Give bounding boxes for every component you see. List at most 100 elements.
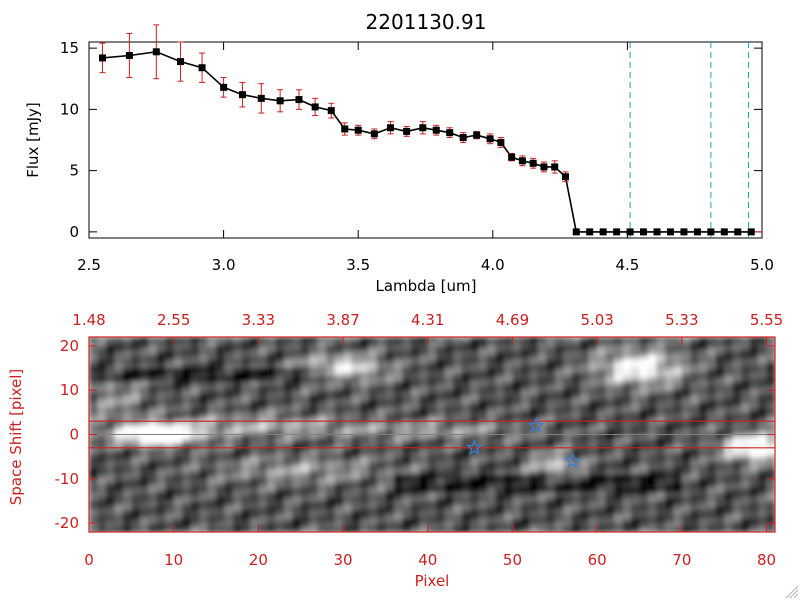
heatmap-cell — [216, 500, 226, 507]
heatmap-cell — [216, 527, 226, 532]
heatmap-cell — [715, 447, 725, 453]
spectrum-point — [693, 228, 701, 236]
heatmap-cell — [512, 363, 522, 369]
heatmap-cell — [139, 368, 149, 374]
heatmap-cell — [622, 434, 632, 440]
heatmap-cell — [681, 425, 691, 431]
heatmap-cell — [537, 461, 547, 467]
heatmap-cell — [216, 447, 226, 453]
heatmap-cell — [444, 496, 454, 502]
heatmap-cell — [707, 452, 717, 458]
heatmap-cell — [724, 337, 734, 343]
heatmap-cell — [300, 523, 310, 529]
heatmap-cell — [89, 518, 99, 524]
heatmap-cell — [190, 354, 200, 360]
heatmap-cell — [241, 447, 251, 453]
heatmap-cell — [427, 363, 437, 369]
heatmap-cell — [216, 465, 226, 471]
heatmap-cell — [673, 500, 683, 507]
heatmap-cell — [351, 478, 361, 484]
heatmap-cell — [283, 416, 293, 422]
heatmap-cell — [444, 412, 454, 418]
heatmap-cell — [453, 421, 463, 427]
heatmap-cell — [639, 483, 649, 489]
heatmap-cell — [597, 399, 607, 405]
heatmap-cell — [122, 447, 132, 453]
heatmap-cell — [647, 368, 658, 374]
heatmap-cell — [182, 412, 192, 418]
heatmap-cell — [334, 469, 344, 475]
heatmap-cell — [724, 492, 734, 498]
heatmap-cell — [97, 527, 107, 532]
heatmap-cell — [664, 492, 674, 498]
heatmap-cell — [580, 434, 590, 440]
heatmap-cell — [478, 461, 488, 467]
heatmap-cell — [537, 385, 547, 391]
heatmap-cell — [266, 496, 276, 502]
heatmap-cell — [597, 407, 607, 413]
heatmap-cell — [461, 492, 471, 498]
heatmap-cell — [427, 341, 437, 347]
heatmap-cell — [580, 430, 590, 436]
heatmap-cell — [724, 376, 734, 382]
heatmap-cell — [410, 474, 420, 480]
heatmap-cell — [453, 483, 463, 489]
heatmap-cell — [360, 341, 370, 347]
heatmap-cell — [258, 345, 268, 351]
heatmap-cell — [393, 496, 403, 502]
heatmap-cell — [300, 478, 310, 484]
heatmap-cell — [199, 390, 209, 396]
heatmap-cell — [766, 407, 775, 413]
heatmap-cell — [105, 523, 116, 529]
heatmap-cell — [292, 452, 302, 458]
heatmap-cell — [461, 412, 471, 418]
heatmap-cell — [139, 390, 149, 396]
heatmap-cell — [165, 425, 175, 431]
heatmap-cell — [241, 425, 251, 431]
heatmap-cell — [360, 416, 370, 422]
heatmap-cell — [410, 469, 420, 475]
spectrum-point — [720, 228, 728, 236]
heatmap-cell — [190, 372, 200, 378]
heatmap-cell — [182, 500, 192, 507]
heatmap-cell — [360, 376, 370, 382]
heatmap-cell — [410, 385, 420, 391]
heatmap-cell — [139, 469, 149, 475]
heatmap-cell — [681, 469, 691, 475]
heatmap-cell — [89, 385, 99, 391]
heatmap-cell — [444, 465, 454, 471]
resize-grip-icon[interactable] — [785, 585, 799, 599]
heatmap-cell — [410, 487, 420, 493]
heatmap-cell — [292, 527, 302, 532]
heatmap-cell — [758, 421, 768, 427]
heatmap-cell — [89, 337, 99, 343]
heatmap-cell — [317, 461, 327, 467]
heatmap-cell — [410, 421, 420, 427]
heatmap-cell — [715, 509, 725, 515]
heatmap-cell — [715, 492, 725, 498]
heatmap-cell — [148, 376, 158, 382]
heatmap-cell — [131, 412, 141, 418]
heatmap-cell — [715, 452, 725, 458]
heatmap-cell — [410, 368, 420, 374]
heatmap-cell — [114, 487, 124, 493]
heatmap-cell — [199, 394, 209, 400]
heatmap-cell — [266, 390, 276, 396]
heatmap-cell — [376, 518, 387, 524]
heatmap-cell — [512, 345, 522, 351]
heatmap-cell — [512, 505, 522, 511]
heatmap-cell — [732, 341, 742, 347]
heatmap-cell — [698, 505, 708, 511]
heatmap-cell — [461, 403, 471, 409]
heatmap-cell — [114, 469, 124, 475]
heatmap-cell — [427, 487, 437, 493]
heatmap-cell — [588, 403, 598, 409]
heatmap-cell — [131, 461, 141, 467]
heatmap-cell — [122, 354, 132, 360]
heatmap-cell — [681, 447, 691, 453]
heatmap-cell — [597, 390, 607, 396]
heatmap-cell — [766, 368, 775, 374]
heatmap-cell — [444, 487, 454, 493]
heatmap-cell — [631, 500, 641, 507]
heatmap-cell — [139, 456, 149, 462]
